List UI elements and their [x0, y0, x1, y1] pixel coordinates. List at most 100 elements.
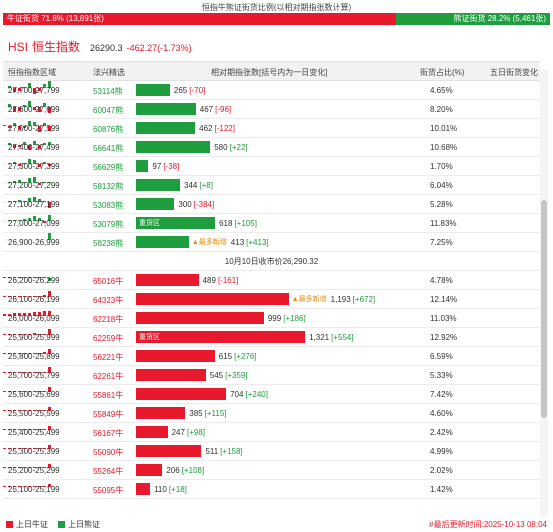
heavy-zone-tag: 重货区	[139, 220, 160, 227]
header-pct: 街货占比(%)	[420, 68, 465, 77]
mini-bar	[38, 218, 41, 221]
warrant-code-link[interactable]: 64323牛	[93, 296, 124, 305]
volume-bar-cell: 467 [-96]	[136, 103, 231, 115]
share-pct: 10.68%	[430, 143, 458, 152]
mini-bar	[38, 312, 41, 316]
mini-bar	[48, 426, 51, 430]
daily-change: [+158]	[220, 446, 243, 456]
share-pct: 8.20%	[430, 105, 453, 114]
mini-bar	[43, 84, 46, 88]
mini-bar	[3, 429, 6, 430]
warrant-code-link[interactable]: 56641熊	[93, 144, 124, 153]
warrant-code-link[interactable]: 65016牛	[93, 277, 124, 286]
warrant-code-link[interactable]: 53114熊	[93, 87, 123, 96]
mini-bar	[48, 387, 51, 392]
warrant-code-link[interactable]: 53079熊	[93, 220, 124, 229]
warrant-code-link[interactable]: 60876熊	[93, 125, 124, 134]
mini-bar	[28, 391, 31, 392]
warrant-code-link[interactable]: 55090牛	[93, 448, 124, 457]
five-day-change-chart	[3, 101, 53, 113]
mini-bar	[33, 467, 36, 468]
mini-bar	[13, 181, 16, 183]
volume-bar	[136, 122, 196, 134]
mini-bar	[13, 220, 16, 221]
table-row: 27,700-27,799 53114熊 265 [-70] 4.65%	[3, 81, 540, 100]
daily-change: [-161]	[217, 275, 239, 285]
mini-bar	[43, 162, 46, 164]
range-cell: 25,600-25,699	[8, 390, 60, 399]
warrant-code-link[interactable]: 55861牛	[93, 391, 124, 400]
volume-bar-cell: 462 [-122]	[136, 122, 235, 134]
mini-bar	[18, 296, 21, 297]
five-day-change-chart	[3, 81, 53, 94]
mini-bar	[33, 333, 36, 335]
scrollbar[interactable]	[540, 70, 548, 516]
volume-value: 265	[173, 85, 188, 95]
mini-bar	[18, 180, 21, 183]
five-day-change-chart	[3, 291, 53, 298]
mini-bar	[33, 88, 36, 94]
range-cell: 25,400-25,499	[8, 428, 60, 437]
table-row: 25,500-25,599 55849牛 385 [+115] 4.60%	[3, 404, 540, 423]
scrollbar-thumb[interactable]	[541, 200, 547, 418]
five-day-change-chart	[3, 177, 53, 185]
volume-value: 618	[219, 218, 233, 228]
mini-bar	[33, 448, 36, 449]
mini-bar	[13, 353, 16, 354]
volume-bar	[136, 274, 199, 286]
mini-bar	[48, 407, 51, 411]
mini-bar	[43, 448, 46, 449]
mini-bar	[43, 311, 46, 316]
volume-bar	[136, 293, 289, 305]
volume-value: 545	[209, 370, 224, 380]
warrant-code-link[interactable]: 55095牛	[93, 486, 124, 495]
table-row: 25,400-25,499 56167牛 247 [+98] 2.42%	[3, 423, 540, 442]
volume-value: 97	[152, 161, 162, 171]
warrant-code-link[interactable]: 55849牛	[93, 410, 124, 419]
warrant-code-link[interactable]: 56167牛	[93, 429, 124, 438]
mini-bar	[23, 296, 26, 297]
mini-bar	[3, 391, 6, 392]
warrant-code-link[interactable]: 56221牛	[93, 353, 124, 362]
mini-bar	[38, 448, 41, 449]
legend-bull-label: 上日牛证	[16, 520, 48, 529]
warrant-code-link[interactable]: 62259牛	[93, 334, 124, 343]
mini-bar	[28, 353, 31, 354]
mini-bar	[23, 163, 26, 164]
warrant-code-link[interactable]: 58132熊	[93, 182, 124, 191]
mini-bar	[28, 429, 31, 430]
warrant-code-link[interactable]: 60047熊	[93, 106, 124, 115]
mini-bar	[13, 162, 16, 164]
mini-bar	[28, 218, 31, 221]
mini-bar	[23, 467, 26, 468]
daily-change: [+105]	[234, 218, 257, 228]
warrant-code-link[interactable]: 56629熊	[93, 163, 124, 172]
mini-bar	[48, 311, 51, 316]
index-name: 恒生指数	[32, 40, 81, 54]
warrant-code-link[interactable]: 62261牛	[93, 372, 124, 381]
volume-bar-cell: 重货区 618 [+105]	[136, 217, 257, 229]
mini-bar	[18, 467, 21, 468]
legend-bull: 上日牛证	[6, 519, 48, 530]
daily-change: [-122]	[214, 123, 235, 133]
mini-bar	[48, 81, 51, 88]
warrant-code-link[interactable]: 53083熊	[93, 201, 124, 210]
close-price-row: 10月10日收市价26,290.32	[3, 252, 540, 271]
warrant-code-link[interactable]: 58238熊	[93, 239, 124, 248]
volume-value: 462	[199, 123, 213, 133]
warrant-code-link[interactable]: 62218牛	[93, 315, 124, 324]
mini-bar	[28, 101, 31, 107]
header-mini: 五日街货变化	[490, 68, 538, 77]
volume-bar-cell: 615 [+276]	[136, 350, 257, 362]
mini-bar	[23, 429, 26, 430]
warrant-code-link[interactable]: 55264牛	[93, 467, 124, 476]
mini-bar	[43, 486, 46, 487]
volume-bar-cell: 110 [+18]	[136, 483, 187, 495]
mini-bar	[28, 334, 31, 335]
volume-value: 580	[214, 142, 228, 152]
mini-bar	[8, 277, 11, 278]
mini-bar	[38, 164, 41, 167]
mini-bar	[23, 87, 26, 88]
mini-bar	[38, 334, 41, 335]
mini-bar	[28, 159, 31, 164]
